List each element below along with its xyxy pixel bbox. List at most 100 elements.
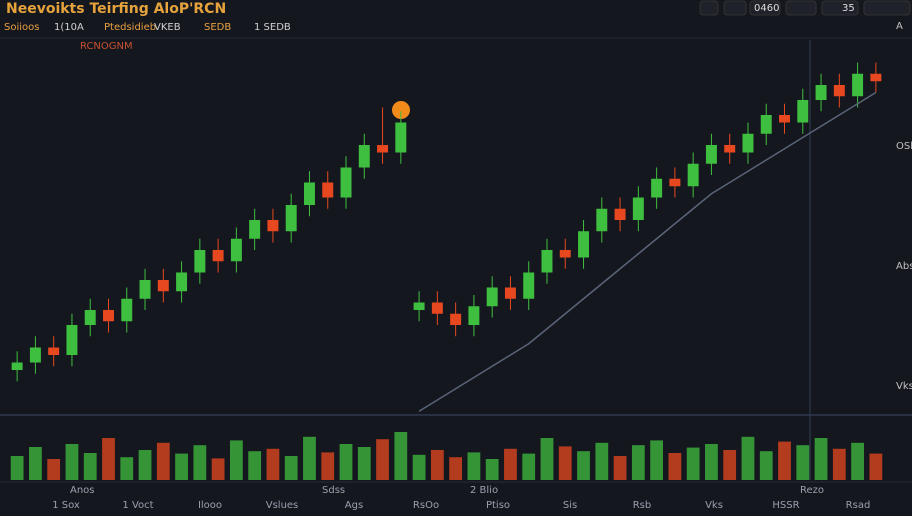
candle-body: [596, 208, 608, 232]
volume-bar: [321, 452, 335, 480]
candle-body: [833, 85, 845, 97]
volume-bar: [577, 451, 590, 480]
toolbar-label[interactable]: 0460: [754, 3, 779, 14]
candle-body: [468, 306, 480, 325]
volume-bar: [540, 438, 554, 480]
volume-bar: [193, 445, 207, 480]
candle-body: [760, 115, 772, 134]
volume-bar: [29, 447, 42, 480]
volume-bar: [741, 436, 755, 480]
volume-bar: [138, 450, 152, 480]
candle-body: [267, 220, 279, 232]
volume-bar: [613, 456, 627, 480]
volume-bar: [357, 447, 371, 480]
axis-label: Rezo: [800, 485, 824, 496]
volume-bar: [723, 450, 737, 480]
volume-bar: [211, 458, 225, 480]
volume-bar: [778, 441, 791, 480]
candle-body: [157, 280, 169, 292]
volume-bar: [248, 451, 262, 480]
volume-bar: [686, 447, 700, 480]
volume-bar: [284, 456, 298, 480]
volume-bar: [467, 452, 481, 480]
candle-body: [632, 197, 644, 220]
volume-bar: [650, 440, 664, 480]
volume-bar: [339, 444, 353, 480]
volume-bar: [102, 438, 115, 480]
volume-bar: [83, 453, 97, 480]
candle-body: [797, 100, 809, 123]
candle-body: [651, 178, 663, 198]
candle-body: [377, 145, 389, 153]
axis-label: Anos: [70, 485, 95, 496]
volume-bar: [504, 448, 517, 480]
tool-button[interactable]: [821, 0, 859, 16]
candle-body: [84, 310, 96, 325]
candle-body: [358, 145, 370, 168]
axis-label: A: [896, 21, 903, 32]
candle-body: [66, 325, 78, 355]
volume-bar: [869, 453, 883, 480]
candle-body: [669, 178, 681, 187]
candle-body: [852, 73, 864, 97]
toolbar-label[interactable]: 35: [842, 3, 855, 14]
tool-button[interactable]: [749, 0, 781, 16]
tool-button[interactable]: [863, 0, 911, 16]
candle-body: [103, 310, 114, 322]
title: Neevoikts Teirfing AloP'RCN: [6, 1, 226, 17]
volume-bar: [376, 439, 389, 480]
volume-bar: [759, 451, 773, 480]
tool-button[interactable]: [699, 0, 719, 16]
axis-label: Vks: [896, 381, 912, 392]
footer-label: Sis: [563, 500, 577, 511]
footer-label: Rsb: [633, 500, 652, 511]
candle-body: [486, 287, 498, 307]
candle-body: [614, 208, 626, 220]
candle-body: [523, 272, 535, 299]
candle-body: [779, 115, 790, 123]
volume-bar: [668, 453, 682, 480]
volume-bar: [175, 453, 188, 480]
volume-bar: [705, 444, 718, 480]
candle-body: [578, 231, 590, 258]
volume-bar: [832, 448, 846, 480]
legend-item: VKEB: [154, 22, 181, 33]
candle-body: [687, 163, 699, 187]
candle-body: [48, 347, 60, 355]
candle-body: [724, 145, 736, 153]
axis-label: Sdss: [322, 485, 345, 496]
tool-button[interactable]: [723, 0, 747, 16]
volume-bar: [449, 457, 463, 480]
candle-body: [395, 122, 407, 153]
volume-bar: [65, 444, 79, 480]
axis-label: Abs: [896, 261, 912, 272]
legend-item: 1 SEDB: [254, 22, 291, 33]
footer-label: Vks: [705, 500, 723, 511]
footer-label: Rsad: [846, 500, 871, 511]
candle-body: [413, 302, 425, 310]
footer-label: Ptiso: [486, 500, 510, 511]
sub-legend: RCNOGNM: [80, 41, 133, 52]
volume-bar: [120, 457, 134, 480]
volume-bar: [485, 459, 499, 480]
volume-bar: [156, 442, 170, 480]
footer-label: 1 Voct: [122, 500, 153, 511]
candle-body: [121, 298, 133, 322]
volume-bar: [303, 436, 316, 480]
legend-item: Soiioos: [4, 22, 39, 33]
volume-bar: [229, 440, 243, 480]
legend-item: SEDB: [204, 22, 231, 33]
candle-body: [431, 302, 443, 314]
volume-bar: [796, 445, 810, 480]
footer-label: HSSR: [772, 500, 799, 511]
candle-body: [139, 280, 151, 299]
volume-bar: [814, 438, 828, 480]
volume-bar: [595, 442, 609, 480]
volume-bar: [412, 454, 426, 480]
tool-button[interactable]: [785, 0, 817, 16]
candle-body: [230, 238, 242, 262]
volume-bar: [394, 432, 408, 480]
